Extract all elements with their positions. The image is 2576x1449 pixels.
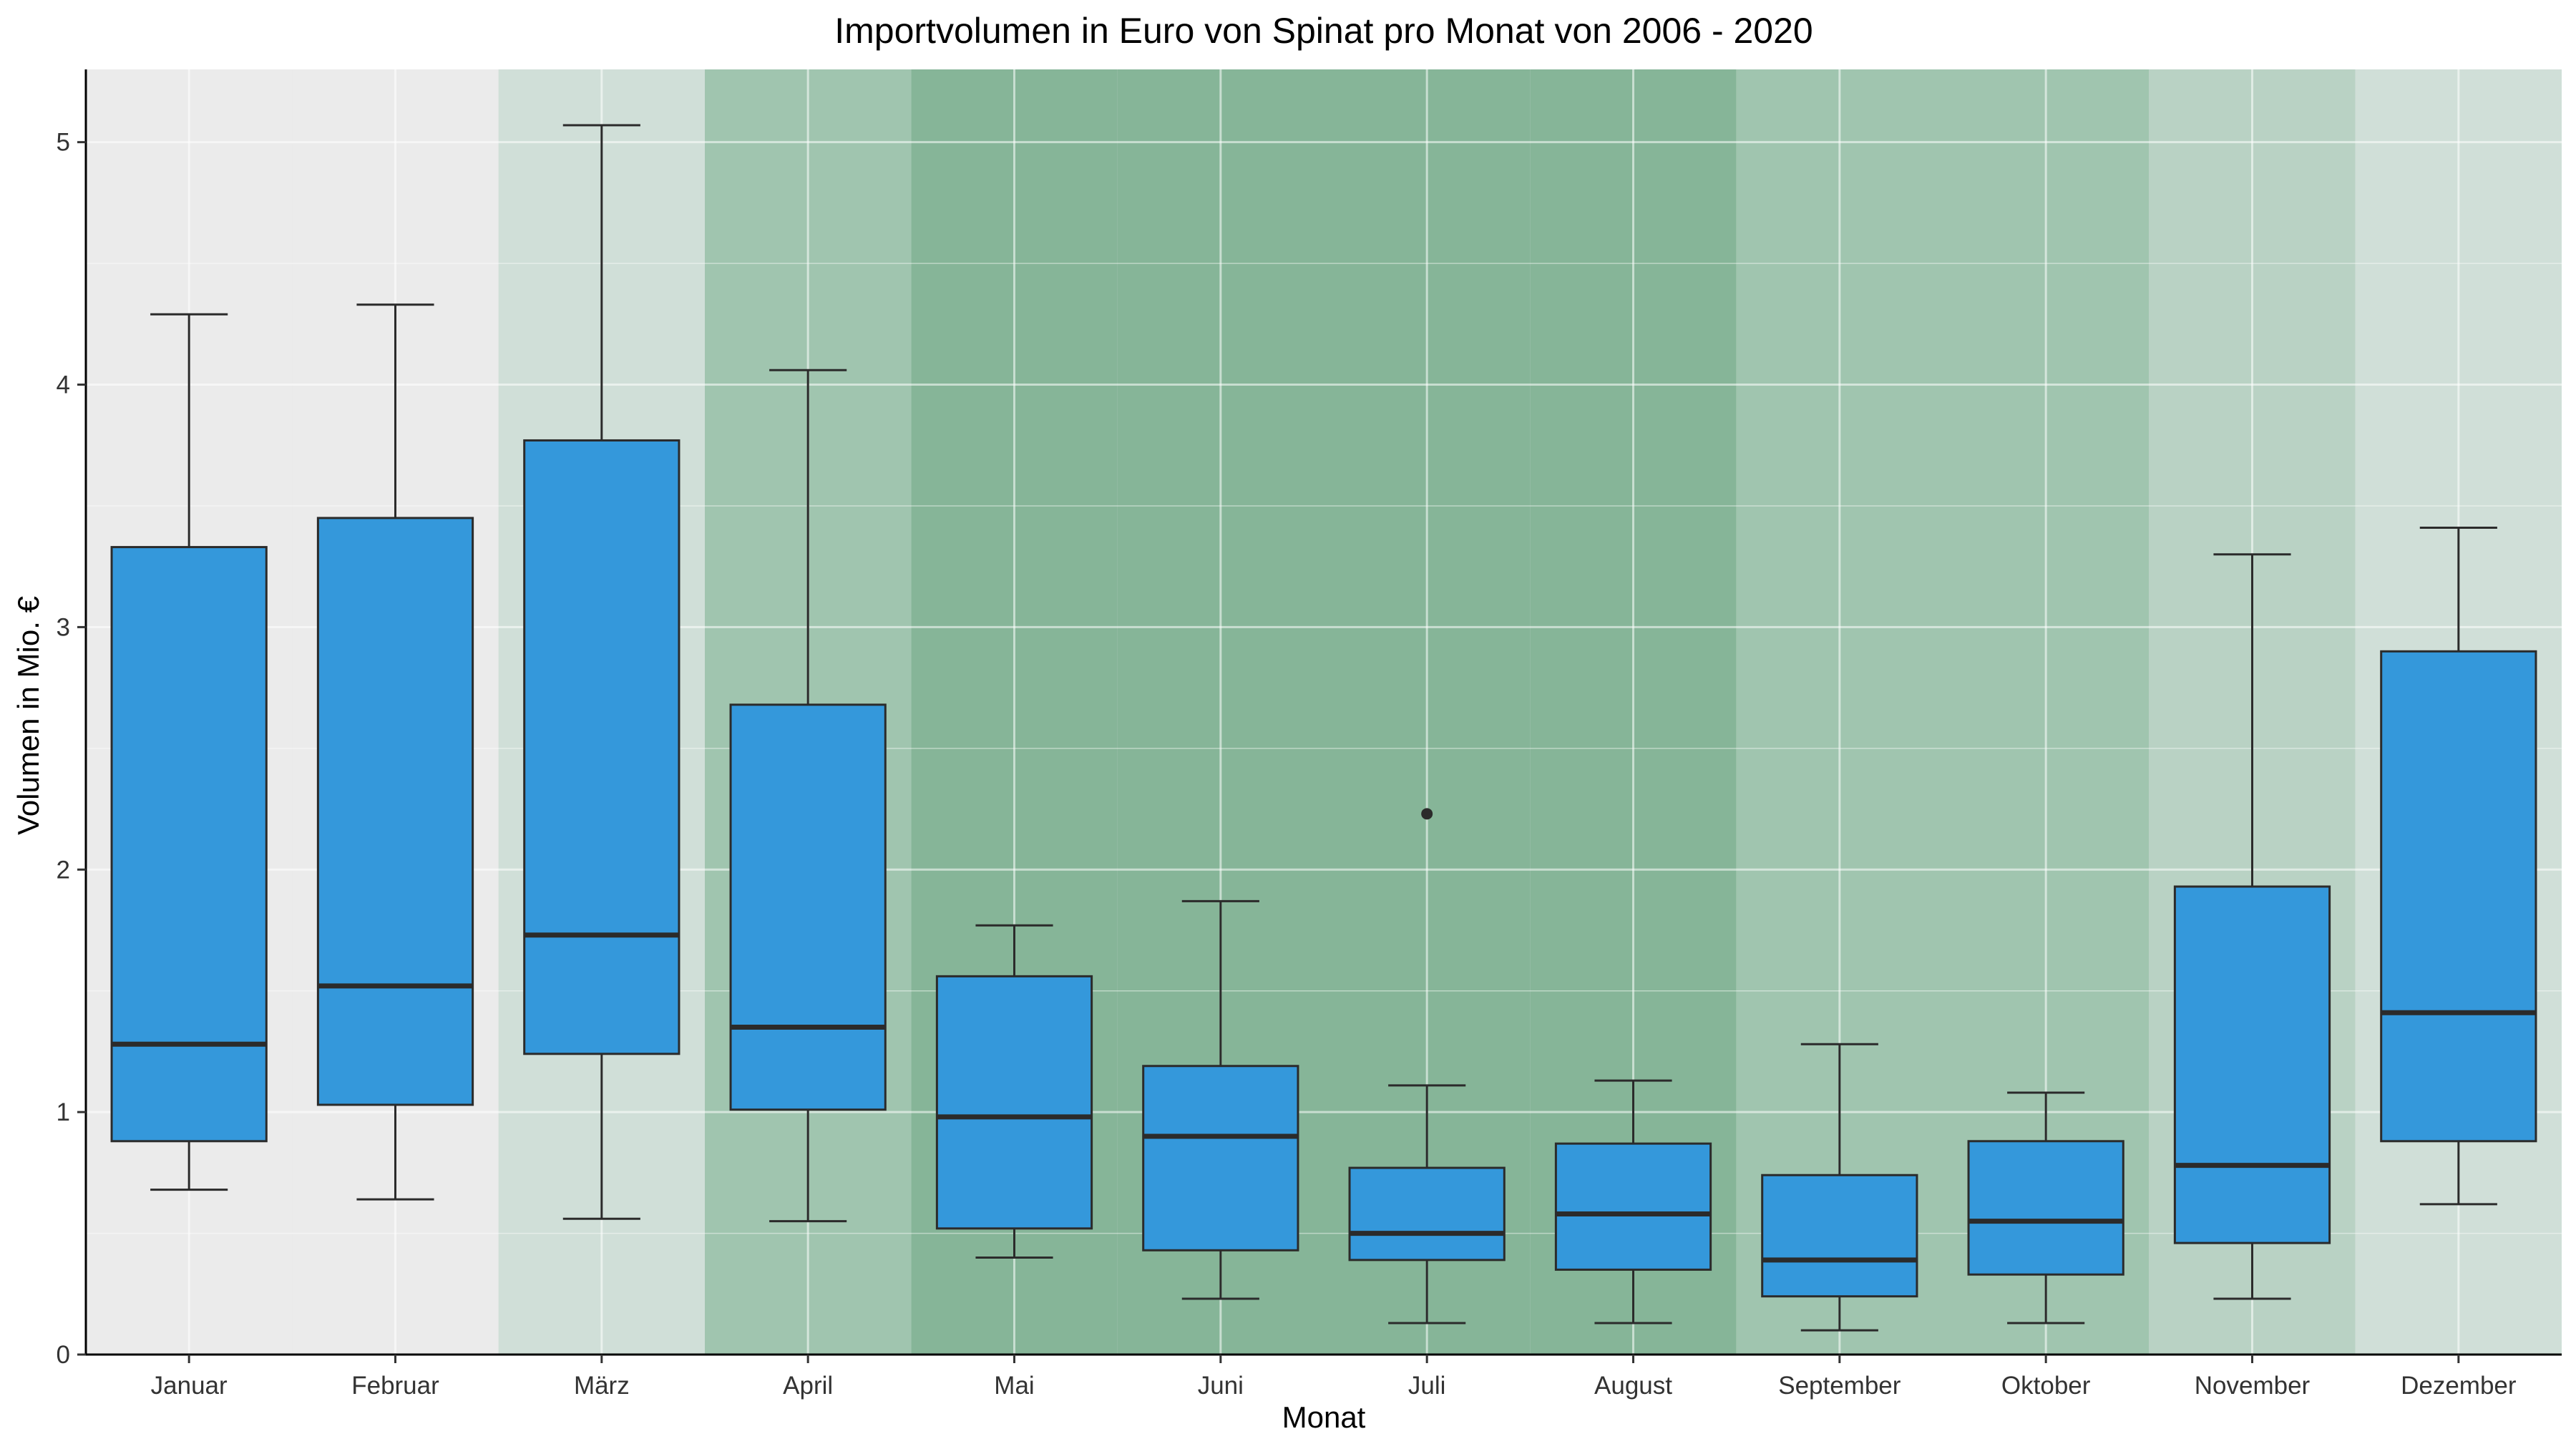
y-tick-label: 2 <box>57 856 70 884</box>
box-iqr <box>1348 1166 1506 1262</box>
x-tick-label: Oktober <box>2001 1372 2091 1400</box>
x-tick-label: August <box>1594 1372 1672 1400</box>
box-iqr <box>729 703 887 1111</box>
x-tick-label: März <box>574 1372 630 1400</box>
box-iqr <box>1761 1174 1918 1298</box>
x-tick-label: November <box>2195 1372 2311 1400</box>
x-tick-label: Mai <box>994 1372 1034 1400</box>
plot-area: 0 1 2 3 4 5 Januar Februar März April Mai Juni Juli A… <box>57 69 2562 1400</box>
y-tick-label: 1 <box>57 1098 70 1126</box>
y-axis-title: Volumen in Mio. € <box>11 596 45 835</box>
box-iqr <box>1142 1065 1299 1252</box>
x-tick-label: Januar <box>151 1372 228 1400</box>
x-tick-label: Februar <box>351 1372 439 1400</box>
x-tick-label: September <box>1778 1372 1901 1400</box>
x-tick-label: Dezember <box>2401 1372 2517 1400</box>
outlier-point <box>1421 808 1433 820</box>
y-tick-label: 0 <box>57 1341 70 1369</box>
x-tick-label: April <box>783 1372 833 1400</box>
box-iqr <box>2380 650 2537 1143</box>
box-iqr <box>935 975 1093 1230</box>
box-iqr <box>316 517 474 1106</box>
y-tick-label: 5 <box>57 129 70 157</box>
x-tick-label: Juni <box>1198 1372 1244 1400</box>
box-iqr <box>1554 1142 1712 1271</box>
y-tick-label: 4 <box>57 371 70 399</box>
box-iqr <box>110 546 268 1143</box>
box-iqr <box>523 439 680 1055</box>
x-axis-title: Monat <box>1282 1400 1366 1434</box>
box-iqr <box>2173 885 2331 1244</box>
y-tick-label: 3 <box>57 613 70 641</box>
x-tick-label: Juli <box>1408 1372 1446 1400</box>
box-iqr <box>1967 1140 2124 1276</box>
chart-title: Importvolumen in Euro von Spinat pro Mon… <box>834 11 1813 51</box>
